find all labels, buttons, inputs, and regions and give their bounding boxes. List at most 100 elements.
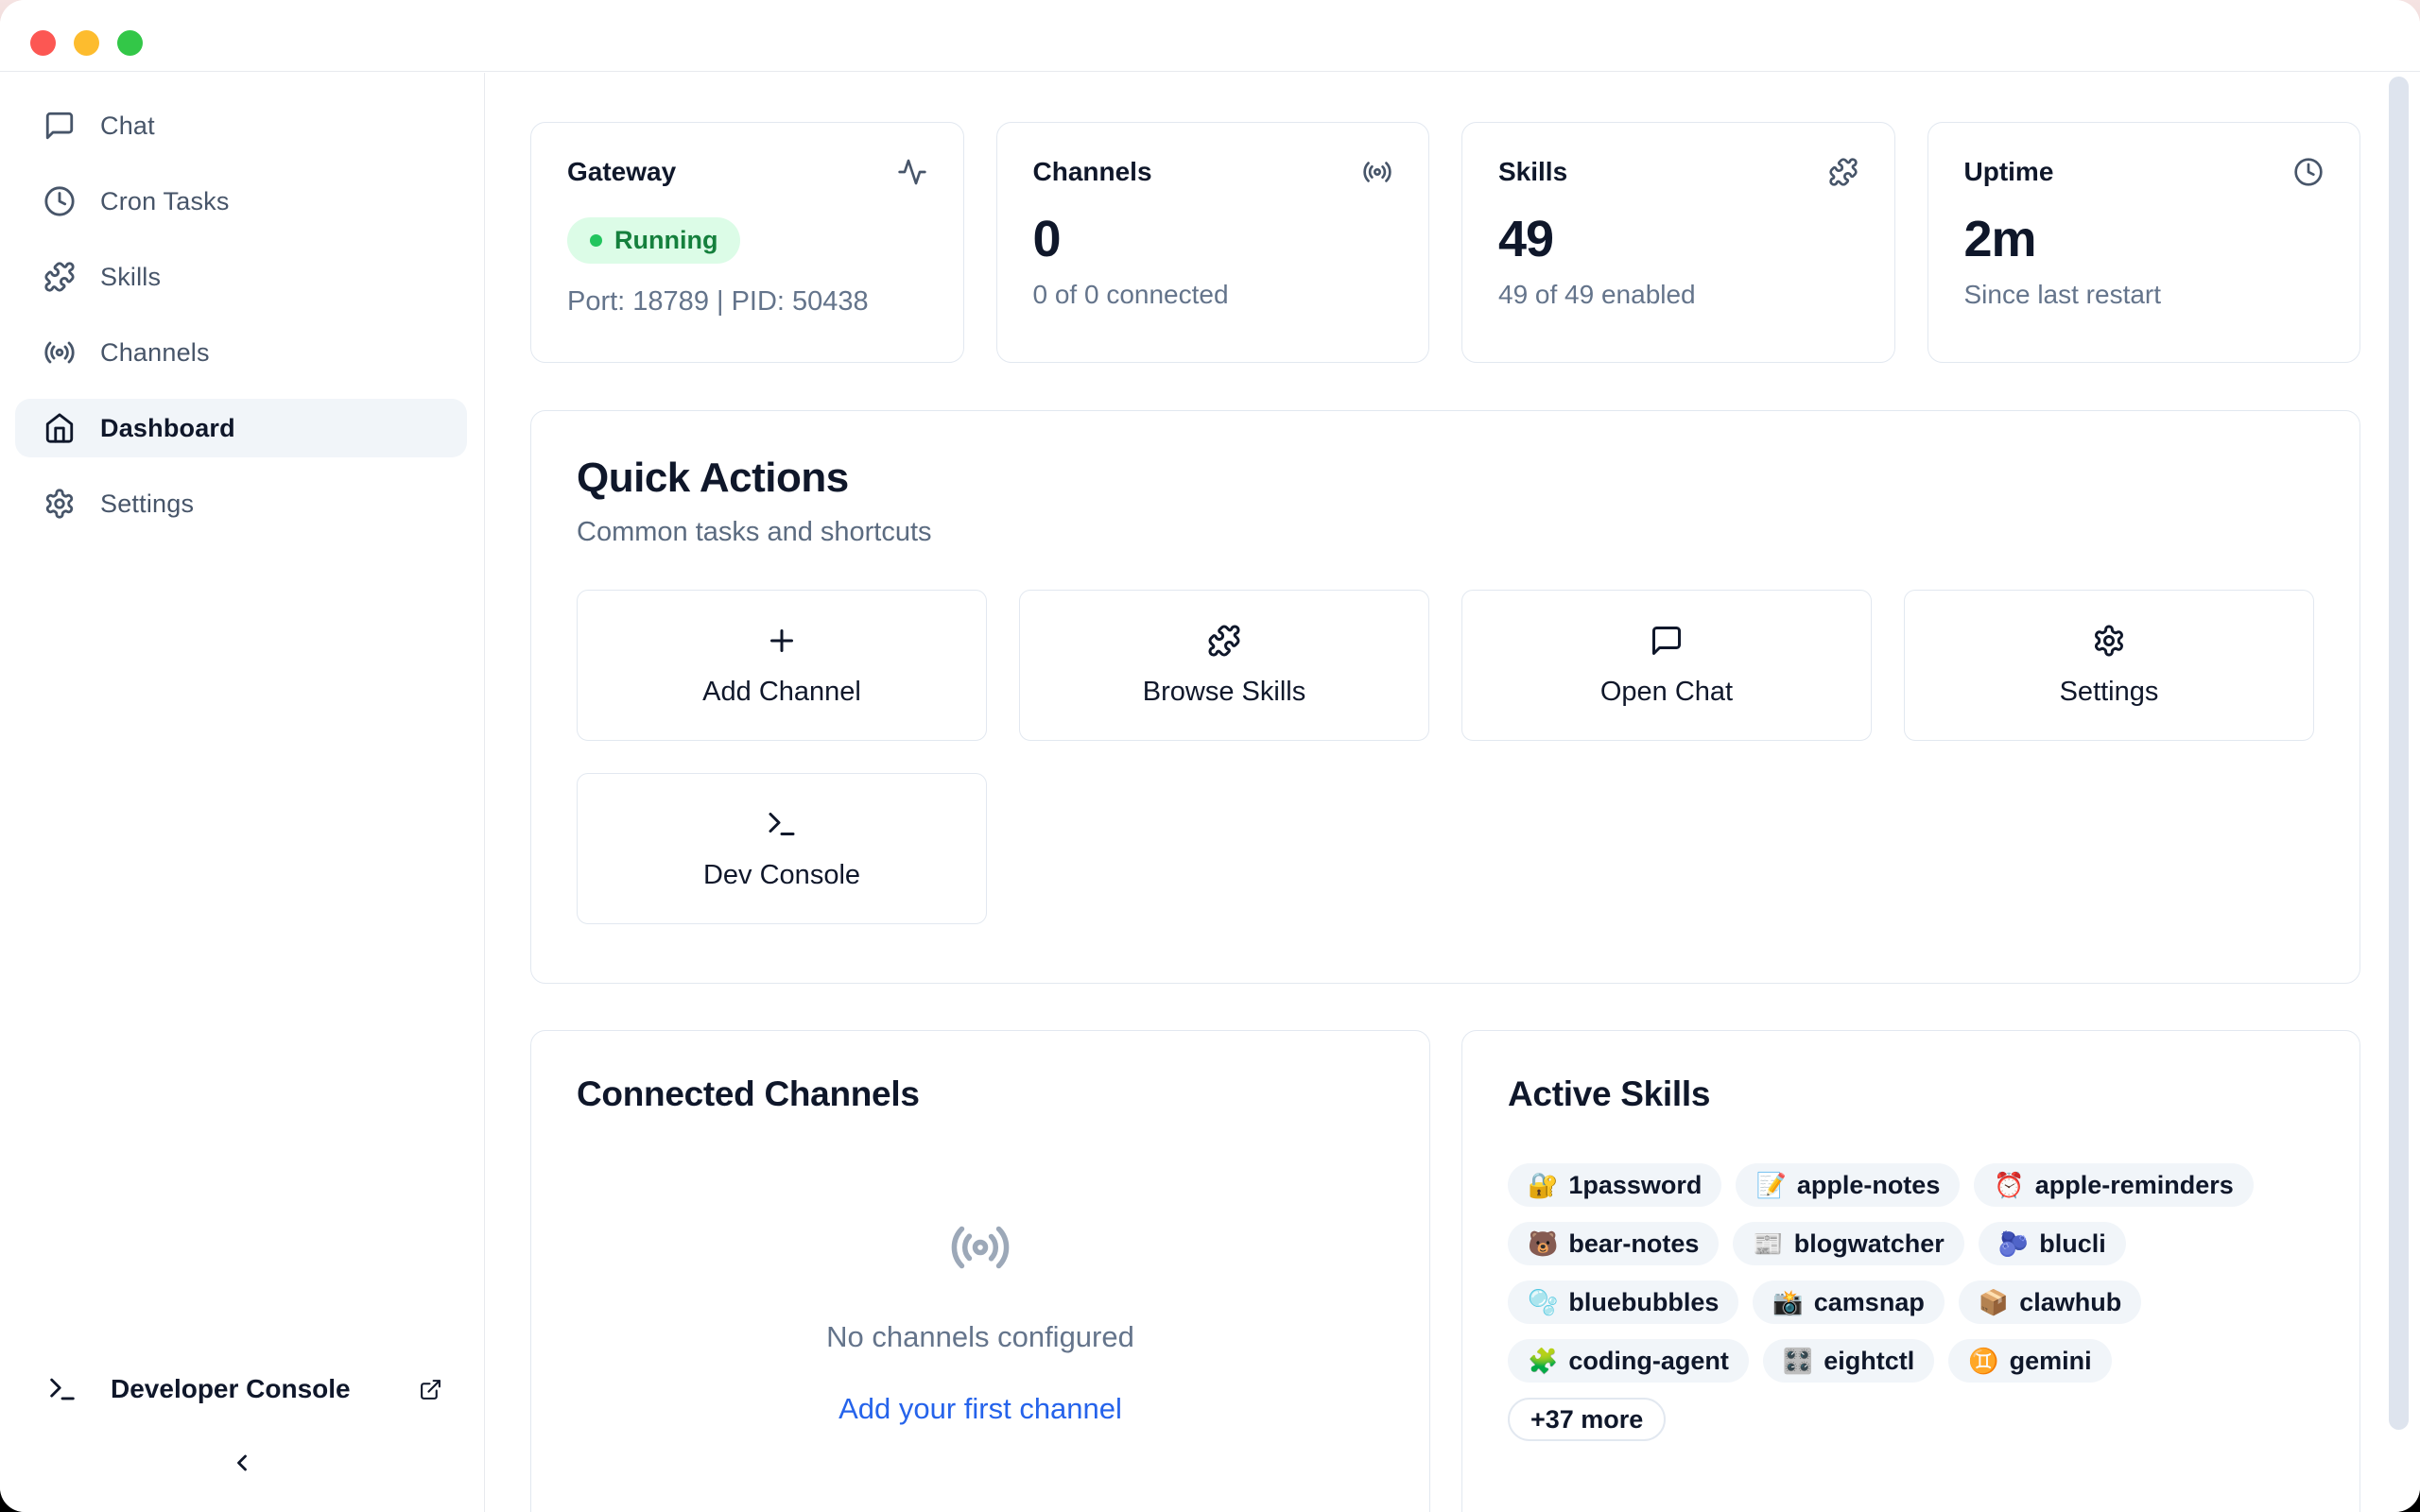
action-label: Settings <box>2059 676 2159 707</box>
open-chat-button[interactable]: Open Chat <box>1461 590 1872 741</box>
add-channel-button[interactable]: Add Channel <box>577 590 987 741</box>
quick-actions-grid: Add Channel Browse Skills Open Chat Sett… <box>577 590 2314 924</box>
status-label: Running <box>614 226 718 254</box>
bear-emoji: 🐻 <box>1528 1229 1559 1258</box>
add-first-channel-link[interactable]: Add your first channel <box>838 1392 1122 1425</box>
radio-icon <box>44 341 75 364</box>
skill-badge-clawhub[interactable]: 📦 clawhub <box>1958 1280 2142 1324</box>
browse-skills-button[interactable]: Browse Skills <box>1019 590 1429 741</box>
sidebar-item-label: Chat <box>100 111 155 140</box>
sidebar-item-skills[interactable]: Skills <box>15 248 467 306</box>
skill-badge-bear-notes[interactable]: 🐻 bear-notes <box>1508 1222 1720 1265</box>
skill-badge-gemini[interactable]: ♊️ gemini <box>1948 1339 2112 1383</box>
skill-badge-camsnap[interactable]: 📸 camsnap <box>1753 1280 1945 1324</box>
puzzle-piece-emoji: 🧩 <box>1528 1347 1559 1375</box>
skill-badge-apple-notes[interactable]: 📝 apple-notes <box>1736 1163 1961 1207</box>
connected-channels-title: Connected Channels <box>577 1074 920 1113</box>
sidebar-item-cron-tasks[interactable]: Cron Tasks <box>15 172 467 231</box>
skill-badge-1password[interactable]: 🔐 1password <box>1508 1163 1722 1207</box>
channels-empty-state: No channels configured Add your first ch… <box>577 1114 1384 1426</box>
main-content: Gateway Running Port: 18789 | PID: 50438… <box>486 73 2420 1512</box>
package-emoji: 📦 <box>1978 1288 2010 1316</box>
more-skills-badge[interactable]: +37 more <box>1508 1398 1667 1441</box>
status-dot <box>590 234 602 247</box>
skill-badge-eightctl[interactable]: 🎛️ eightctl <box>1762 1339 1935 1383</box>
action-label: Open Chat <box>1599 676 1734 707</box>
gateway-detail: Port: 18789 | PID: 50438 <box>567 286 869 317</box>
active-skills-panel: Active Skills 🔐 1password 📝 apple-notes ⏰ a… <box>1461 1030 2360 1512</box>
sidebar-item-label: Channels <box>100 337 210 367</box>
alarm-clock-emoji: ⏰ <box>1994 1171 2025 1199</box>
quick-actions-title: Quick Actions <box>577 455 849 501</box>
active-skills-title: Active Skills <box>1508 1074 1711 1113</box>
clock-icon <box>2294 158 2323 186</box>
clock-icon <box>44 186 75 216</box>
titlebar <box>0 0 2420 72</box>
puzzle-icon <box>1208 624 1240 657</box>
stat-title: Skills <box>1498 157 1568 186</box>
activity-icon <box>897 159 926 185</box>
locked-with-key-emoji: 🔐 <box>1528 1171 1559 1199</box>
radio-icon <box>1363 162 1392 182</box>
quick-actions-panel: Quick Actions Common tasks and shortcuts… <box>530 410 2360 984</box>
vertical-scrollbar-thumb[interactable] <box>2389 77 2409 1430</box>
skills-detail: 49 of 49 enabled <box>1498 280 1696 309</box>
channels-count: 0 <box>1032 211 1062 267</box>
camera-flash-emoji: 📸 <box>1772 1288 1804 1316</box>
stat-title: Channels <box>1032 157 1152 186</box>
sidebar-item-label: Skills <box>100 262 162 291</box>
sidebar-item-channels[interactable]: Channels <box>15 323 467 382</box>
sidebar-item-dashboard[interactable]: Dashboard <box>15 399 467 457</box>
skills-count: 49 <box>1498 211 1554 267</box>
uptime-detail: Since last restart <box>1963 280 2162 309</box>
control-knobs-emoji: 🎛️ <box>1782 1347 1814 1375</box>
settings-button[interactable]: Settings <box>1904 590 2314 741</box>
channels-detail: 0 of 0 connected <box>1032 280 1229 309</box>
gemini-emoji: ♊️ <box>1968 1347 1999 1375</box>
sidebar-item-label: Cron Tasks <box>100 186 230 215</box>
sidebar-item-chat[interactable]: Chat <box>15 96 467 155</box>
developer-console-label: Developer Console <box>111 1374 351 1403</box>
skill-badge-apple-reminders[interactable]: ⏰ apple-reminders <box>1974 1163 2254 1207</box>
sidebar-item-settings[interactable]: Settings <box>15 474 467 533</box>
message-square-icon <box>45 112 74 140</box>
action-label: Dev Console <box>702 859 861 890</box>
sidebar: Chat Cron Tasks Skills Channels Dashboar… <box>0 73 485 1512</box>
uptime-value: 2m <box>1963 211 2037 267</box>
skills-badge-list: 🔐 1password 📝 apple-notes ⏰ apple-reminders… <box>1508 1163 2273 1441</box>
skill-badge-blucli[interactable]: 🫐 blucli <box>1978 1222 2126 1265</box>
gear-icon <box>2094 625 2124 656</box>
dev-console-button[interactable]: Dev Console <box>577 773 987 924</box>
sidebar-item-label: Dashboard <box>100 413 235 442</box>
connected-channels-panel: Connected Channels No channels configure… <box>530 1030 1430 1512</box>
skill-badge-coding-agent[interactable]: 🧩 coding-agent <box>1508 1339 1749 1383</box>
action-label: Browse Skills <box>1142 676 1306 707</box>
terminal-icon <box>769 812 795 835</box>
close-window-button[interactable] <box>30 30 56 56</box>
developer-console-link[interactable]: Developer Console <box>0 1363 484 1416</box>
collapse-sidebar-button[interactable] <box>219 1440 265 1486</box>
gateway-status-badge: Running <box>567 217 741 264</box>
home-icon <box>45 413 74 443</box>
skill-badge-blogwatcher[interactable]: 📰 blogwatcher <box>1733 1222 1964 1265</box>
skill-badge-bluebubbles[interactable]: 🫧 bluebubbles <box>1508 1280 1739 1324</box>
terminal-icon <box>50 1378 75 1400</box>
quick-actions-subtitle: Common tasks and shortcuts <box>577 517 932 547</box>
plus-icon <box>770 628 793 652</box>
radio-icon <box>949 1216 1011 1279</box>
channels-stat-card: Channels 0 0 of 0 connected <box>995 122 1429 363</box>
zoom-window-button[interactable] <box>117 30 143 56</box>
gateway-stat-card: Gateway Running Port: 18789 | PID: 50438 <box>530 122 964 363</box>
gear-icon <box>45 489 74 519</box>
minimize-window-button[interactable] <box>74 30 99 56</box>
sidebar-nav: Chat Cron Tasks Skills Channels Dashboar… <box>0 73 484 533</box>
blueberries-emoji: 🫐 <box>1997 1229 2030 1258</box>
action-label: Add Channel <box>702 676 861 707</box>
newspaper-emoji: 📰 <box>1753 1229 1784 1258</box>
chevron-left-icon <box>237 1454 247 1471</box>
stat-title: Uptime <box>1963 157 2054 186</box>
stats-row: Gateway Running Port: 18789 | PID: 50438… <box>530 122 2360 363</box>
puzzle-icon <box>44 262 75 292</box>
sidebar-footer: Developer Console <box>0 1363 484 1486</box>
